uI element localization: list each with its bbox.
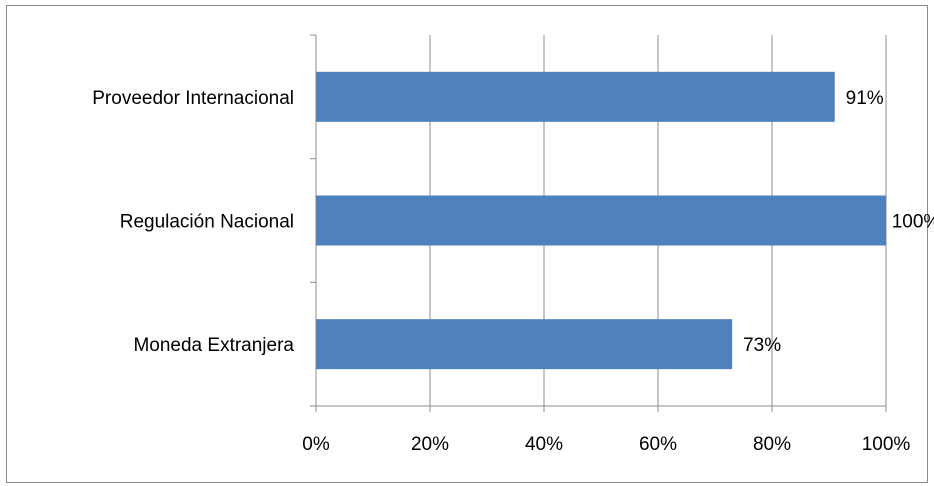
x-tick-label: 100% [862,434,911,455]
x-tick-label: 80% [753,434,791,455]
category-label: Regulación Nacional [120,212,294,233]
category-label: Proveedor Internacional [92,88,294,109]
x-tick-label: 20% [411,434,449,455]
data-label: 100% [892,212,934,233]
x-tick-label: 0% [302,434,330,455]
data-label: 91% [846,88,884,109]
bar [316,195,886,246]
chart-frame [6,5,928,483]
x-tick-label: 40% [525,434,563,455]
data-label: 73% [743,335,781,356]
bar [316,71,835,122]
bar [316,319,733,370]
category-label: Moneda Extranjera [133,335,294,356]
x-tick-label: 60% [639,434,677,455]
